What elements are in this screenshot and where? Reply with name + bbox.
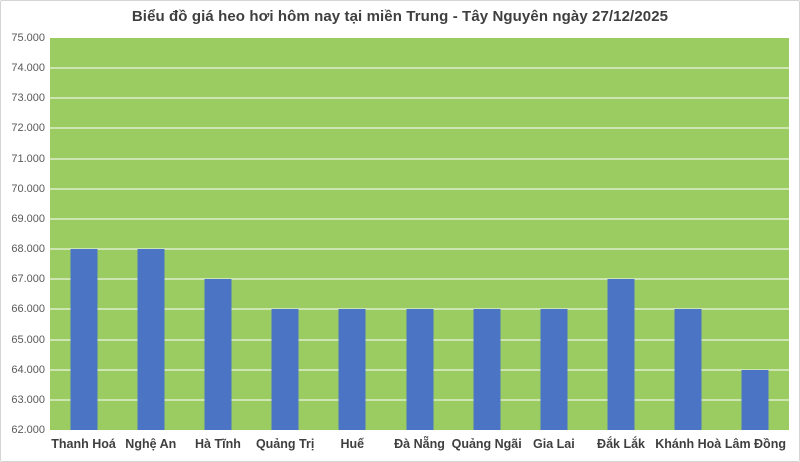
gridline [50,187,789,190]
bar-Đà Nẵng [406,309,433,430]
y-tick-label: 73.000 [11,92,45,105]
gridline [50,278,789,281]
gridline [50,127,789,130]
bar-Nghệ An [137,249,165,430]
x-tick-label: Nghệ An [125,437,177,451]
y-tick-label: 66.000 [11,303,45,316]
gridline [50,217,789,220]
gridline [50,157,789,160]
y-tick-label: 64.000 [11,363,45,376]
plot-area [50,38,789,430]
x-tick-label: Huế [340,437,365,451]
chart-title: Biểu đồ giá heo hơi hôm nay tại miền Tru… [131,8,669,25]
x-tick-label: Quảng Trị [255,437,315,451]
y-tick-label: 63.000 [11,393,45,406]
x-tick-label: Quảng Ngãi [451,437,522,451]
gridline [50,308,789,311]
x-tick-label: Thanh Hoá [51,437,116,451]
y-tick-label: 75.000 [11,32,45,44]
bar-Đắk Lắk [607,279,635,430]
x-tick-label: Hà Tĩnh [195,437,241,451]
gridline [50,248,789,251]
gridline [50,67,789,70]
y-tick-label: 65.000 [11,333,45,346]
y-tick-label: 71.000 [11,152,45,165]
bar-Huế [338,309,366,430]
y-tick-label: 72.000 [11,122,45,135]
bar-Gia Lai [540,309,568,430]
x-tick-label: Lâm Đồng [724,437,786,451]
x-axis: Thanh Hoá Nghệ An Hà Tĩnh Quảng Trị Huế Đà Nẵ… [50,430,789,458]
bar-Hà Tĩnh [204,279,232,430]
x-tick-label: Đắk Lắk [597,437,646,451]
y-axis: 75.000 74.000 73.000 72.000 71.000 70.000 69.0… [1,32,45,436]
bar-Lâm Đồng [741,369,769,430]
x-tick-label: Khánh Hoà [655,437,722,451]
x-tick-label: Đà Nẵng [394,437,445,451]
bar-Thanh Hoá [70,249,98,430]
y-tick-label: 74.000 [11,62,45,75]
y-tick-label: 70.000 [11,182,45,195]
y-tick-label: 69.000 [11,212,45,225]
bar-Quảng Ngãi [473,309,501,430]
x-tick-label: Gia Lai [533,437,575,451]
bar-Khánh Hoà [674,309,702,430]
y-tick-label: 67.000 [11,273,45,286]
y-tick-label: 68.000 [11,243,45,256]
gridline [50,97,789,100]
bar-Quảng Trị [271,309,299,430]
y-tick-label: 62.000 [11,424,45,436]
